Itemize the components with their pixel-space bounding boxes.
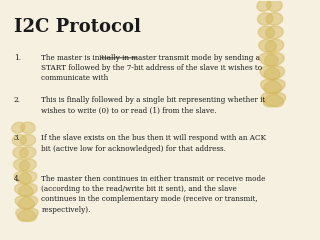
Ellipse shape [15,184,33,196]
Ellipse shape [259,40,276,52]
Text: 1.: 1. [14,54,21,62]
Text: The master then continues in either transmit or receive mode
(according to the r: The master then continues in either tran… [41,174,266,214]
Ellipse shape [264,79,285,93]
Ellipse shape [16,208,36,222]
Ellipse shape [20,122,35,133]
Ellipse shape [18,196,38,209]
Text: The master is initially in master transmit mode by sending a
START followed by t: The master is initially in master transm… [41,54,262,82]
Ellipse shape [265,39,284,52]
Text: I2C Protocol: I2C Protocol [14,18,140,36]
Text: 3.: 3. [14,134,20,142]
Ellipse shape [258,26,275,39]
Ellipse shape [12,135,27,146]
Ellipse shape [266,26,283,39]
Ellipse shape [20,134,36,146]
Ellipse shape [263,93,285,107]
Ellipse shape [15,196,35,209]
Ellipse shape [12,122,25,133]
Ellipse shape [19,171,37,184]
Ellipse shape [267,0,282,12]
Ellipse shape [261,93,284,107]
Ellipse shape [265,53,284,66]
Ellipse shape [257,0,271,11]
Ellipse shape [258,13,273,25]
Ellipse shape [13,147,28,158]
Ellipse shape [260,53,278,66]
Ellipse shape [18,208,38,222]
Ellipse shape [19,159,36,171]
Ellipse shape [13,159,30,171]
Text: If the slave exists on the bus then it will respond with an ACK
bit (active low : If the slave exists on the bus then it w… [41,134,267,153]
Ellipse shape [264,66,284,80]
Ellipse shape [260,66,280,79]
Ellipse shape [20,147,36,158]
Ellipse shape [14,172,31,184]
Ellipse shape [19,184,37,196]
Ellipse shape [266,13,283,25]
Text: This is finally followed by a single bit representing whether it
wishes to write: This is finally followed by a single bit… [41,96,266,115]
Text: 4.: 4. [14,174,20,183]
Text: 2.: 2. [14,96,20,104]
Ellipse shape [261,79,282,93]
